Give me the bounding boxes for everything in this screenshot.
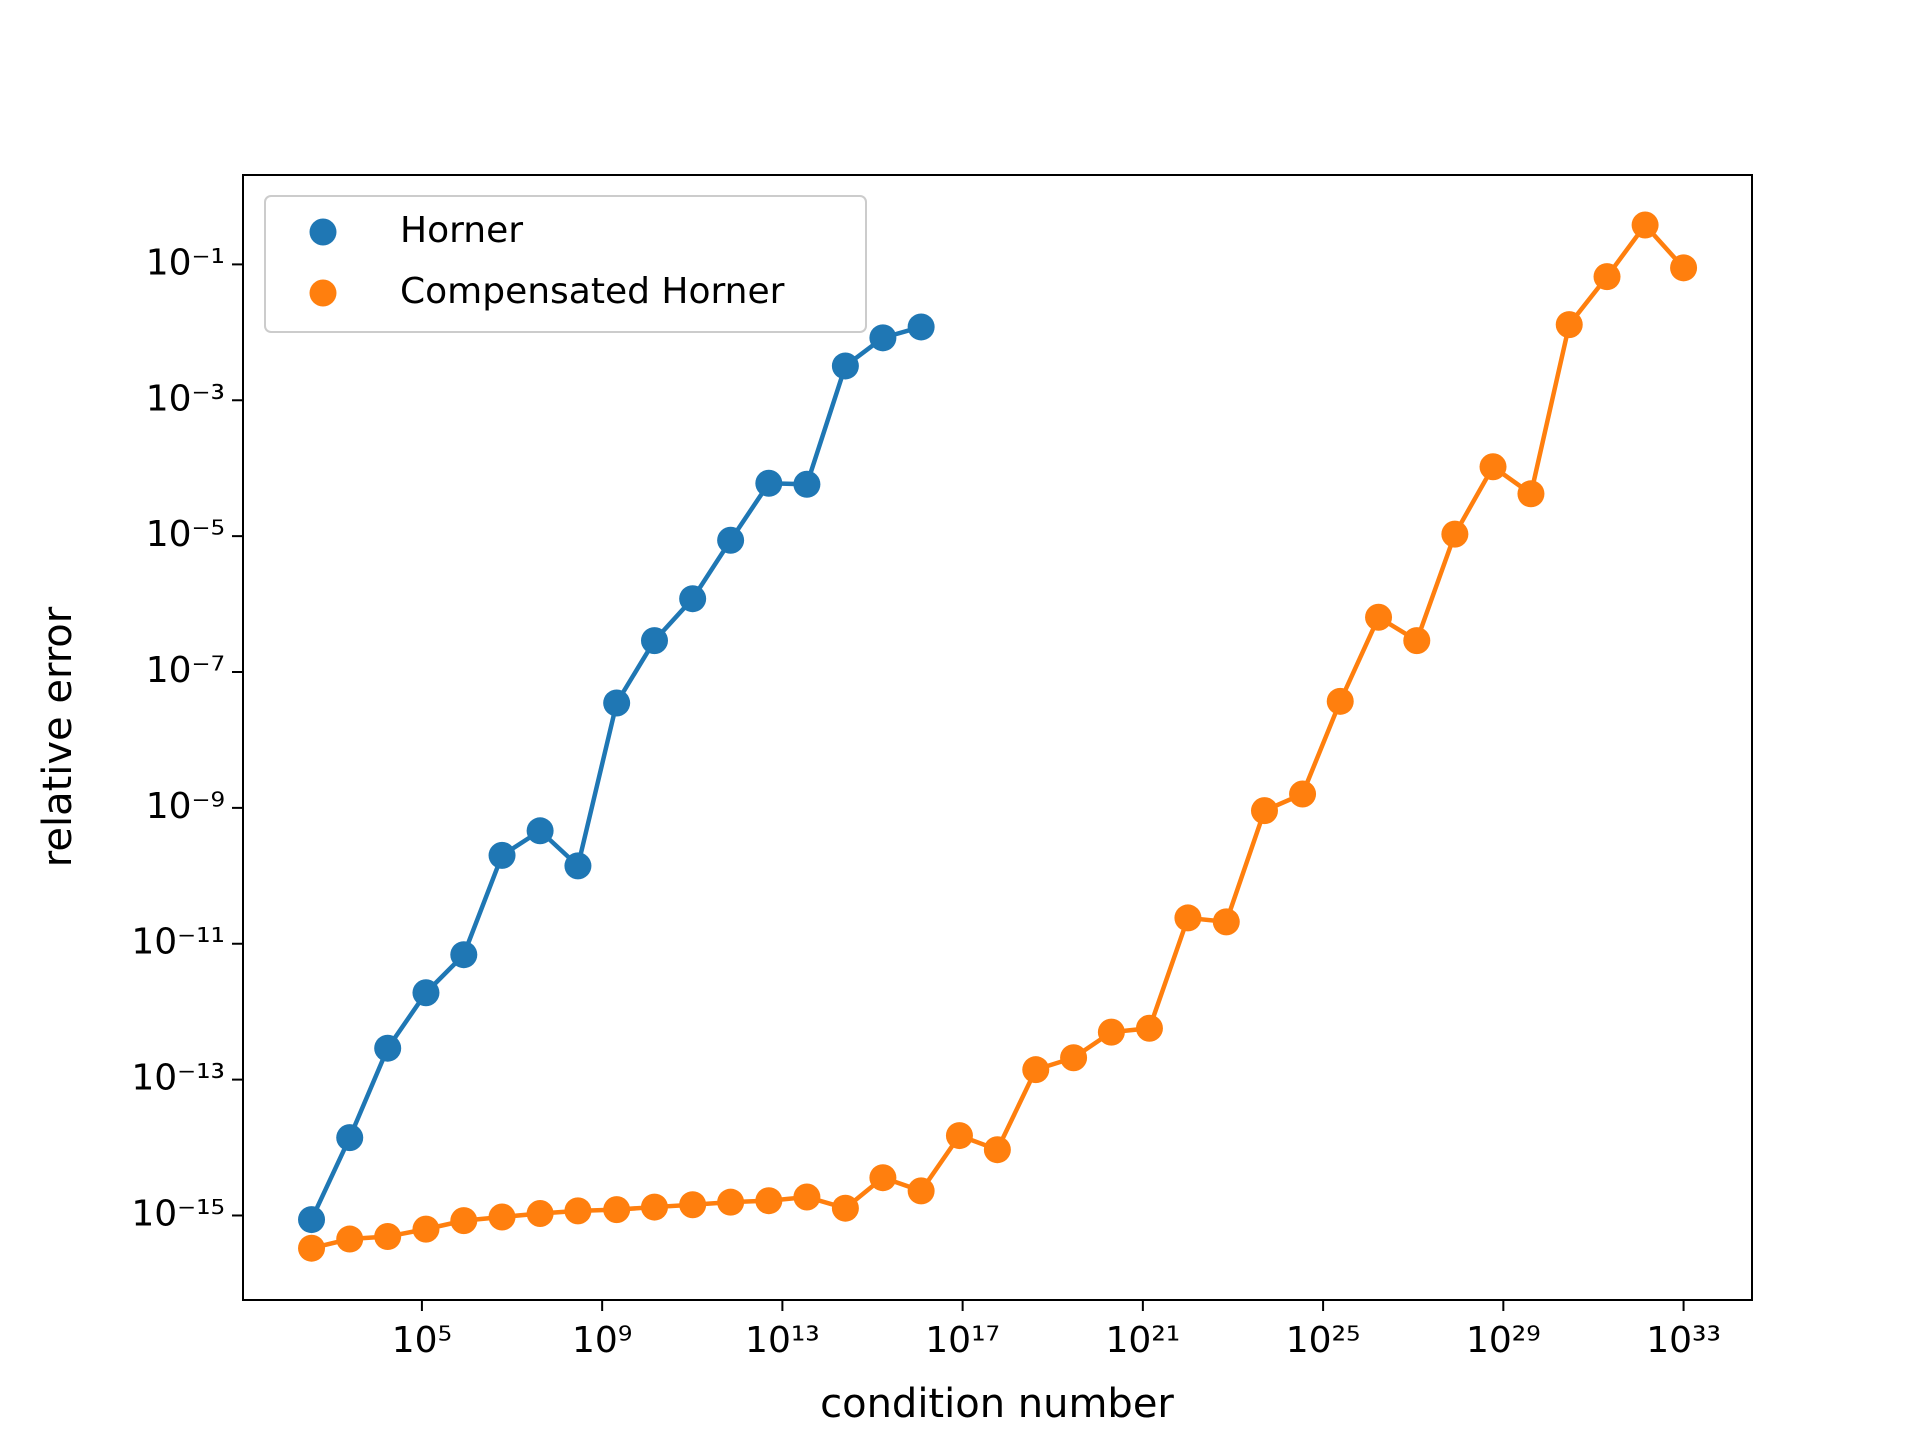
data-point — [564, 1197, 592, 1225]
data-point — [1326, 687, 1354, 715]
data-point — [1593, 263, 1621, 291]
x-tick-label: 10²⁹ — [1466, 1320, 1541, 1361]
data-point — [336, 1124, 364, 1152]
data-point — [336, 1225, 364, 1253]
data-point — [526, 1199, 554, 1227]
legend-marker — [309, 279, 337, 307]
x-tick-label: 10¹³ — [745, 1320, 820, 1361]
y-tick-label: 10⁻¹¹ — [131, 922, 225, 963]
data-point — [412, 979, 440, 1007]
y-tick-label: 10⁻⁹ — [146, 786, 225, 827]
legend-label: Compensated Horner — [400, 271, 785, 312]
data-point — [640, 1193, 668, 1221]
data-point — [1097, 1018, 1125, 1046]
x-tick-label: 10²⁵ — [1286, 1320, 1361, 1361]
data-point — [679, 1191, 707, 1219]
data-point — [640, 627, 668, 655]
data-point — [1212, 908, 1240, 936]
data-point — [1670, 254, 1698, 282]
legend-box — [264, 195, 867, 333]
data-point — [869, 1164, 897, 1192]
x-tick-label: 10³³ — [1646, 1320, 1721, 1361]
data-point — [412, 1215, 440, 1243]
x-tick-label: 10⁵ — [392, 1320, 452, 1361]
data-point — [679, 585, 707, 613]
data-point — [831, 352, 859, 380]
data-point — [1365, 603, 1393, 631]
data-point — [488, 841, 516, 869]
data-point — [1135, 1014, 1163, 1042]
data-point — [755, 469, 783, 497]
x-axis-label: condition number — [820, 1381, 1174, 1427]
data-point — [793, 470, 821, 498]
data-point — [907, 313, 935, 341]
data-point — [907, 1177, 935, 1205]
data-point — [603, 689, 631, 717]
data-point — [945, 1122, 973, 1150]
y-tick-label: 10⁻⁷ — [146, 650, 225, 691]
data-point — [450, 1207, 478, 1235]
data-point — [1403, 627, 1431, 655]
data-point — [717, 526, 745, 554]
data-point — [793, 1183, 821, 1211]
data-point — [564, 852, 592, 880]
y-tick-label: 10⁻³ — [146, 378, 225, 419]
x-tick-label: 10¹⁷ — [925, 1320, 1000, 1361]
data-point — [831, 1194, 859, 1222]
data-point — [603, 1196, 631, 1224]
data-point — [1060, 1044, 1088, 1072]
data-point — [1517, 480, 1545, 508]
data-point — [298, 1206, 326, 1234]
data-point — [1479, 453, 1507, 481]
legend-label: Horner — [400, 210, 523, 251]
y-axis-label: relative error — [35, 606, 81, 867]
data-point — [755, 1187, 783, 1215]
y-tick-label: 10⁻¹³ — [131, 1058, 225, 1099]
x-tick-label: 10⁹ — [572, 1320, 632, 1361]
legend-marker — [309, 218, 337, 246]
data-point — [374, 1223, 402, 1251]
data-point — [298, 1234, 326, 1262]
y-tick-label: 10⁻¹⁵ — [131, 1193, 225, 1234]
data-point — [1289, 780, 1317, 808]
data-point — [1174, 904, 1202, 932]
data-point — [983, 1136, 1011, 1164]
data-point — [488, 1203, 516, 1231]
data-point — [1441, 520, 1469, 548]
data-point — [717, 1188, 745, 1216]
data-point — [450, 941, 478, 969]
data-point — [1555, 311, 1583, 339]
y-tick-label: 10⁻⁵ — [146, 514, 225, 555]
data-point — [869, 324, 897, 352]
data-point — [1250, 797, 1278, 825]
x-tick-label: 10²¹ — [1106, 1320, 1181, 1361]
data-point — [1631, 211, 1659, 239]
y-tick-label: 10⁻¹ — [146, 242, 225, 283]
data-point — [1022, 1056, 1050, 1084]
data-point — [526, 817, 554, 845]
axes-frame — [242, 174, 1753, 1301]
data-point — [374, 1034, 402, 1062]
